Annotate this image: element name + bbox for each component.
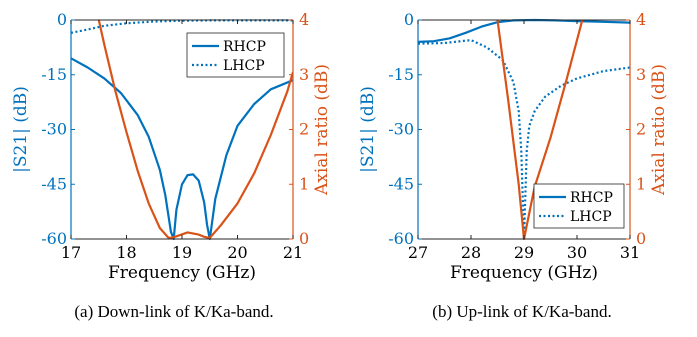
y-tick-label-left: -45 [41,174,67,193]
legend-label-rhcp: RHCP [570,190,613,206]
series-group [418,18,630,241]
caption-down-link: (a) Down-link of K/Ka-band. [74,302,274,321]
y-tick-label-left: 0 [404,10,414,29]
x-tick-label: 21 [283,243,303,262]
legend: RHCP LHCP [186,32,285,78]
x-axis-label: Frequency (GHz) [108,263,256,283]
y-tick-label-left: -60 [41,229,67,248]
x-axis-label: Frequency (GHz) [450,263,598,283]
legend-box [186,32,285,78]
legend-label-rhcp: RHCP [223,39,266,55]
series-line-axial-ratio [97,19,293,239]
y-tick-label-right: 4 [636,10,646,29]
caption-up-link: (b) Up-link of K/Ka-band. [432,302,612,321]
y-tick-label-right: 2 [636,120,646,139]
legend: RHCP LHCP [533,183,625,229]
y-tick-label-right: 1 [636,174,646,193]
series-line-rhcp [71,57,293,241]
y-tick-label-right: 0 [299,229,309,248]
y-tick-label-left: -30 [41,120,67,139]
y-axis-label-left: |S21| (dB) [11,86,31,173]
y-tick-label-left: -45 [388,174,414,193]
series-line-lhcp [418,38,630,241]
x-tick-label: 31 [620,243,640,262]
y-axis-label-left: |S21| (dB) [358,86,378,173]
x-tick-label: 19 [172,243,192,262]
x-tick-label: 27 [408,243,428,262]
y-tick-label-right: 4 [299,10,309,29]
y-axis-label-right: Axial ratio (dB) [312,64,332,196]
x-tick-label: 18 [116,243,136,262]
y-tick-label-right: 3 [299,65,309,84]
legend-box [533,183,625,229]
y-tick-label-right: 1 [299,174,309,193]
y-tick-label-right: 0 [636,229,646,248]
x-tick-label: 20 [227,243,247,262]
series-line-axial-ratio [496,19,584,241]
y-tick-label-left: -15 [41,65,67,84]
y-tick-label-right: 3 [636,65,646,84]
y-tick-label-left: 0 [57,10,67,29]
y-tick-label-right: 2 [299,120,309,139]
y-axis-label-right: Axial ratio (dB) [649,64,669,196]
x-tick-label: 28 [461,243,481,262]
y-tick-label-left: -60 [388,229,414,248]
y-tick-label-left: -15 [388,65,414,84]
x-tick-label: 30 [567,243,587,262]
legend-label-lhcp: LHCP [570,209,612,225]
x-tick-label: 17 [61,243,81,262]
legend-label-lhcp: LHCP [223,58,265,74]
y-tick-label-left: -30 [388,120,414,139]
x-tick-label: 29 [514,243,534,262]
